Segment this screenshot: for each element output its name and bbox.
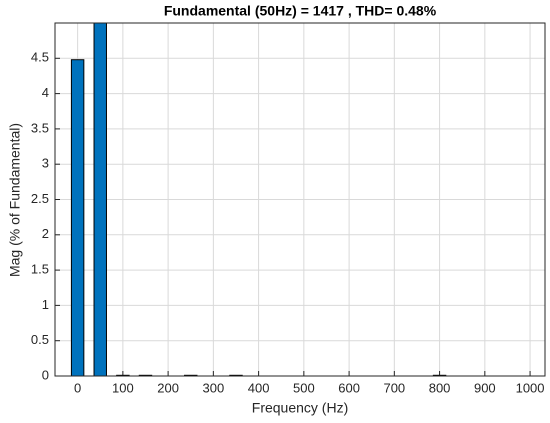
y-tick-label: 1 — [42, 297, 49, 312]
x-tick-label: 1000 — [516, 380, 545, 395]
grid — [55, 23, 545, 377]
x-tick-label: 300 — [203, 380, 225, 395]
x-tick-label: 500 — [293, 380, 315, 395]
x-tick-label: 200 — [157, 380, 179, 395]
y-tick-label: 3 — [42, 156, 49, 171]
x-axis-label: Frequency (Hz) — [252, 400, 348, 416]
y-tick-label: 1.5 — [31, 262, 49, 277]
x-tick-label: 100 — [112, 380, 134, 395]
x-tick-label: 800 — [429, 380, 451, 395]
x-tick-label: 400 — [248, 380, 270, 395]
bars — [70, 23, 447, 376]
y-tick-label: 2 — [42, 226, 49, 241]
y-tick-label: 4.5 — [31, 50, 49, 65]
x-tick-label: 700 — [383, 380, 405, 395]
x-tick-label: 600 — [338, 380, 360, 395]
chart-title: Fundamental (50Hz) = 1417 , THD= 0.48% — [164, 3, 437, 19]
y-tick-label: 2.5 — [31, 191, 49, 206]
y-tick-label: 4 — [42, 85, 49, 100]
axes-box — [54, 22, 546, 377]
x-tick-label: 900 — [474, 380, 496, 395]
bar — [93, 23, 107, 376]
y-axis-label: Mag (% of Fundamental) — [7, 123, 23, 277]
y-tick-label: 0 — [42, 367, 49, 382]
tick-labels: 0 0.5 1 1.5 2 2.5 3 3.5 4 4.5 0 100 200 300 400 500 600 7… — [31, 50, 545, 396]
y-tick-label: 0.5 — [31, 332, 49, 347]
bar — [70, 59, 85, 376]
y-tick-label: 3.5 — [31, 120, 49, 135]
x-tick-label: 0 — [74, 380, 81, 395]
